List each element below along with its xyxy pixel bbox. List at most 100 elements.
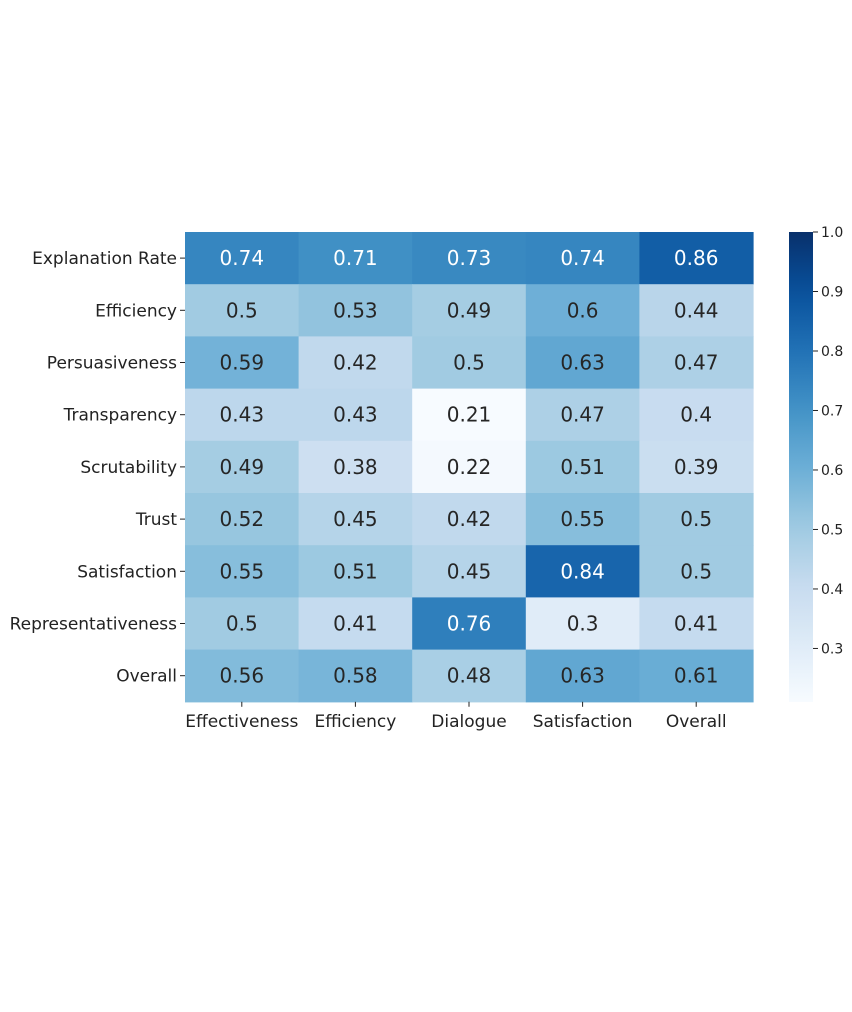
colorbar-tick-label: 0.3 xyxy=(821,641,843,657)
cell-value-label: 0.51 xyxy=(333,559,378,583)
cell-value-label: 0.73 xyxy=(447,246,492,270)
cell-value-label: 0.63 xyxy=(560,664,605,688)
cell-value-label: 0.86 xyxy=(674,246,719,270)
cell-value-label: 0.45 xyxy=(447,559,492,583)
heatmap-cell xyxy=(525,493,640,546)
heatmap-cell xyxy=(525,597,640,651)
row-label: Persuasiveness xyxy=(47,354,177,374)
colorbar-tick-label: 0.4 xyxy=(821,582,843,598)
heatmap-cell xyxy=(185,388,300,442)
heatmap-cell xyxy=(412,284,527,337)
cell-value-label: 0.74 xyxy=(220,246,265,270)
heatmap-cell xyxy=(298,597,413,651)
cell-value-label: 0.49 xyxy=(447,298,492,322)
heatmap-cell xyxy=(639,284,754,337)
heatmap-cell xyxy=(639,440,754,494)
row-labels: Explanation Rate Efficiency Persuasiveness… xyxy=(10,249,185,687)
colorbar-tick-label: 0.8 xyxy=(821,344,843,360)
heatmap-cell xyxy=(525,232,640,285)
heatmap-cell xyxy=(525,649,640,703)
heatmap-cell xyxy=(185,336,300,390)
heatmap-cell xyxy=(298,284,413,337)
heatmap-cell xyxy=(412,649,527,703)
column-label: Satisfaction xyxy=(533,712,633,732)
row-label: Transparency xyxy=(63,406,177,426)
colorbar-tick-label: 0.5 xyxy=(821,522,843,538)
heatmap-cell xyxy=(412,388,527,442)
heatmap-cell xyxy=(185,232,300,285)
cell-value-label: 0.42 xyxy=(333,351,378,375)
heatmap-cell xyxy=(525,440,640,494)
heatmap-cell xyxy=(525,388,640,442)
heatmap-cell xyxy=(639,232,754,285)
cell-value-label: 0.47 xyxy=(560,403,605,427)
column-label: Overall xyxy=(666,712,727,732)
heatmap-cell xyxy=(185,597,300,651)
colorbar-tick-label: 0.6 xyxy=(821,463,843,479)
heatmap-cell xyxy=(298,440,413,494)
cell-value-label: 0.63 xyxy=(560,351,605,375)
cell-value-label: 0.45 xyxy=(333,507,378,531)
heatmap-cell xyxy=(298,388,413,442)
cell-value-label: 0.5 xyxy=(680,507,712,531)
cell-value-label: 0.84 xyxy=(560,559,605,583)
cell-value-label: 0.21 xyxy=(447,403,492,427)
cell-value-label: 0.44 xyxy=(674,298,719,322)
row-label: Explanation Rate xyxy=(32,249,177,269)
heatmap-cell xyxy=(639,336,754,390)
cell-value-label: 0.55 xyxy=(560,507,605,531)
heatmap-cell xyxy=(412,440,527,494)
heatmap-cell xyxy=(639,493,754,546)
cell-value-label: 0.43 xyxy=(333,403,378,427)
cell-value-label: 0.48 xyxy=(447,664,492,688)
cell-value-label: 0.41 xyxy=(333,612,378,636)
column-label: Efficiency xyxy=(314,712,396,732)
colorbar-tick-label: 0.9 xyxy=(821,284,843,300)
row-label: Satisfaction xyxy=(77,562,177,582)
column-label: Effectiveness xyxy=(185,712,298,732)
cell-value-label: 0.52 xyxy=(220,507,265,531)
heatmap-cell xyxy=(639,545,754,598)
row-label: Trust xyxy=(135,510,178,530)
cell-value-label: 0.53 xyxy=(333,298,378,322)
heatmap-cell xyxy=(185,545,300,598)
cell-value-label: 0.42 xyxy=(447,507,492,531)
cell-value-label: 0.38 xyxy=(333,455,378,479)
cell-value-label: 0.56 xyxy=(220,664,265,688)
cell-value-label: 0.76 xyxy=(447,612,492,636)
cell-value-label: 0.39 xyxy=(674,455,719,479)
cell-value-label: 0.59 xyxy=(220,351,265,375)
colorbar: 0.3 0.4 0.5 0.6 0.7 0.8 0.9 1.0 xyxy=(789,225,843,702)
heatmap-cell xyxy=(525,284,640,337)
row-label: Efficiency xyxy=(95,301,177,321)
row-label: Representativeness xyxy=(10,615,178,635)
column-labels: Effectiveness Efficiency Dialogue Satisfact… xyxy=(185,701,727,732)
heatmap-cell xyxy=(298,649,413,703)
heatmap-cell xyxy=(412,545,527,598)
cell-value-label: 0.49 xyxy=(220,455,265,479)
heatmap-cell xyxy=(639,597,754,651)
cell-value-label: 0.6 xyxy=(567,298,599,322)
heatmap-cell xyxy=(639,649,754,703)
heatmap-cell xyxy=(412,336,527,390)
heatmap-cell xyxy=(185,284,300,337)
colorbar-tick-label: 0.7 xyxy=(821,403,843,419)
cell-value-label: 0.5 xyxy=(226,298,258,322)
heatmap-cell xyxy=(639,388,754,442)
column-label: Dialogue xyxy=(431,712,506,732)
cell-value-label: 0.5 xyxy=(226,612,258,636)
cell-value-label: 0.71 xyxy=(333,246,378,270)
heatmap-cell xyxy=(185,649,300,703)
colorbar-gradient xyxy=(789,232,813,702)
heatmap-cell xyxy=(298,232,413,285)
heatmap-cell xyxy=(185,493,300,546)
cell-value-label: 0.74 xyxy=(560,246,605,270)
cell-value-label: 0.5 xyxy=(453,351,485,375)
cell-value-label: 0.5 xyxy=(680,559,712,583)
cell-value-label: 0.58 xyxy=(333,664,378,688)
cell-value-label: 0.51 xyxy=(560,455,605,479)
cell-value-label: 0.41 xyxy=(674,612,719,636)
colorbar-tick-label: 1.0 xyxy=(821,225,843,241)
row-label: Scrutability xyxy=(80,458,177,478)
